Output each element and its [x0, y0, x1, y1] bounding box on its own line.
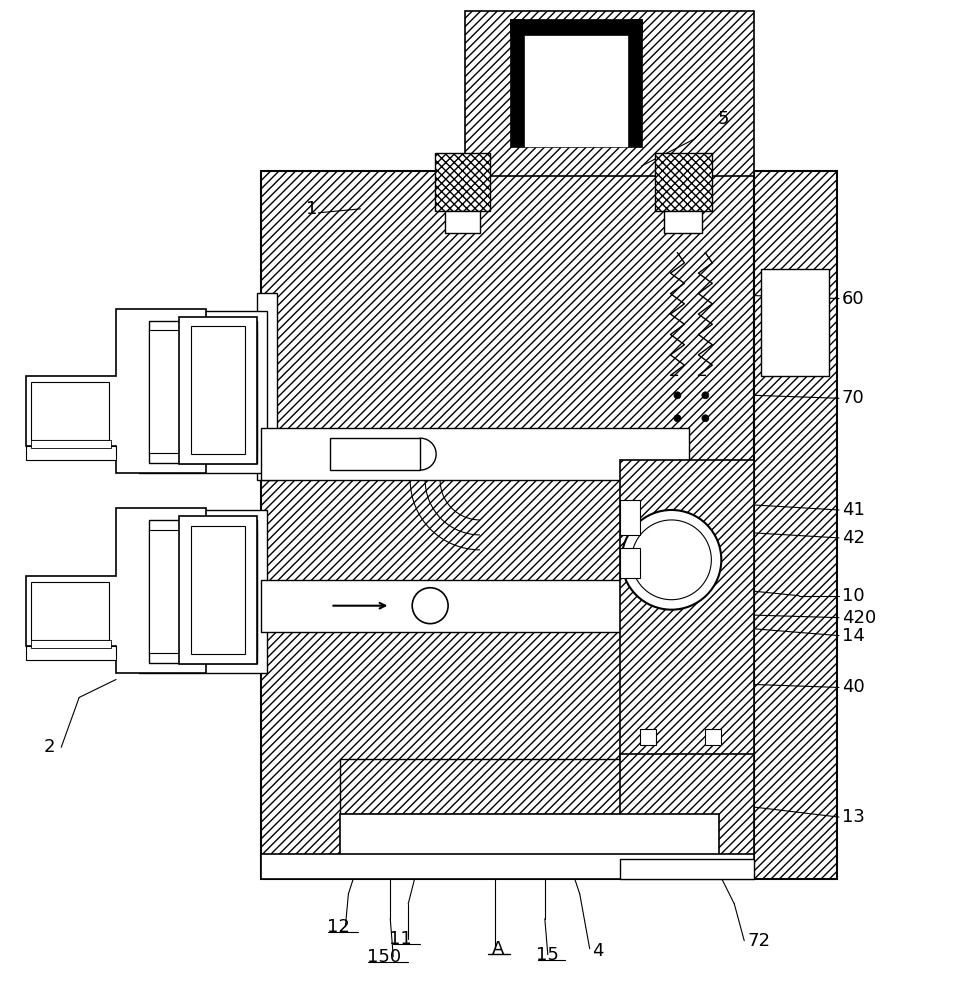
Text: 15: 15 — [537, 946, 559, 964]
Bar — [179, 516, 256, 664]
Bar — [620, 548, 639, 578]
Text: 1: 1 — [306, 200, 317, 218]
Text: 12: 12 — [327, 918, 350, 936]
Bar — [261, 854, 754, 879]
Text: 5: 5 — [718, 110, 729, 128]
Bar — [435, 153, 490, 211]
Text: 3: 3 — [44, 419, 55, 437]
Circle shape — [622, 510, 721, 610]
Circle shape — [674, 415, 681, 422]
Circle shape — [702, 392, 709, 399]
Bar — [754, 171, 837, 879]
Bar — [179, 317, 256, 464]
Text: A: A — [492, 940, 504, 958]
Bar — [761, 269, 829, 376]
Bar — [149, 520, 256, 663]
Bar — [190, 326, 245, 454]
Bar — [340, 814, 719, 879]
Bar — [256, 293, 277, 480]
Bar — [628, 19, 641, 147]
Bar — [26, 646, 116, 660]
Bar — [149, 321, 256, 463]
Bar — [331, 438, 421, 470]
Text: 70: 70 — [842, 389, 864, 407]
Bar — [139, 510, 267, 673]
Circle shape — [702, 415, 709, 422]
Bar — [655, 153, 713, 211]
Bar — [620, 859, 754, 879]
Bar — [149, 330, 256, 453]
Bar — [620, 500, 639, 535]
Text: 13: 13 — [842, 808, 864, 826]
Bar — [139, 311, 267, 473]
Circle shape — [412, 588, 448, 624]
Text: 11: 11 — [389, 930, 412, 948]
Text: 72: 72 — [747, 932, 771, 950]
Text: 60: 60 — [842, 290, 864, 308]
Bar — [261, 428, 689, 480]
Polygon shape — [26, 309, 206, 473]
Text: 42: 42 — [842, 529, 864, 547]
Bar — [31, 440, 111, 448]
Bar — [445, 211, 480, 233]
Text: 2: 2 — [44, 738, 55, 756]
Bar — [524, 35, 628, 147]
Bar — [31, 640, 111, 648]
Bar — [620, 754, 754, 879]
Text: 14: 14 — [842, 627, 864, 645]
Text: 41: 41 — [842, 501, 864, 519]
Bar — [705, 729, 721, 745]
Bar — [190, 526, 245, 654]
Text: 4: 4 — [592, 942, 603, 960]
Text: 420: 420 — [842, 609, 876, 627]
Bar — [261, 580, 689, 632]
Bar — [639, 729, 656, 745]
Bar — [465, 11, 754, 176]
Bar — [510, 19, 641, 35]
Text: 40: 40 — [842, 678, 864, 696]
Bar — [340, 759, 719, 814]
Bar — [664, 211, 702, 233]
Circle shape — [674, 392, 681, 399]
Polygon shape — [26, 508, 206, 673]
Bar — [510, 19, 524, 147]
Bar — [31, 382, 109, 440]
Bar — [149, 530, 256, 653]
Bar — [261, 171, 754, 879]
Text: 10: 10 — [842, 587, 864, 605]
Bar — [620, 460, 754, 759]
Text: 150: 150 — [367, 948, 401, 966]
Bar — [31, 582, 109, 640]
Bar — [26, 446, 116, 460]
Circle shape — [631, 520, 712, 600]
